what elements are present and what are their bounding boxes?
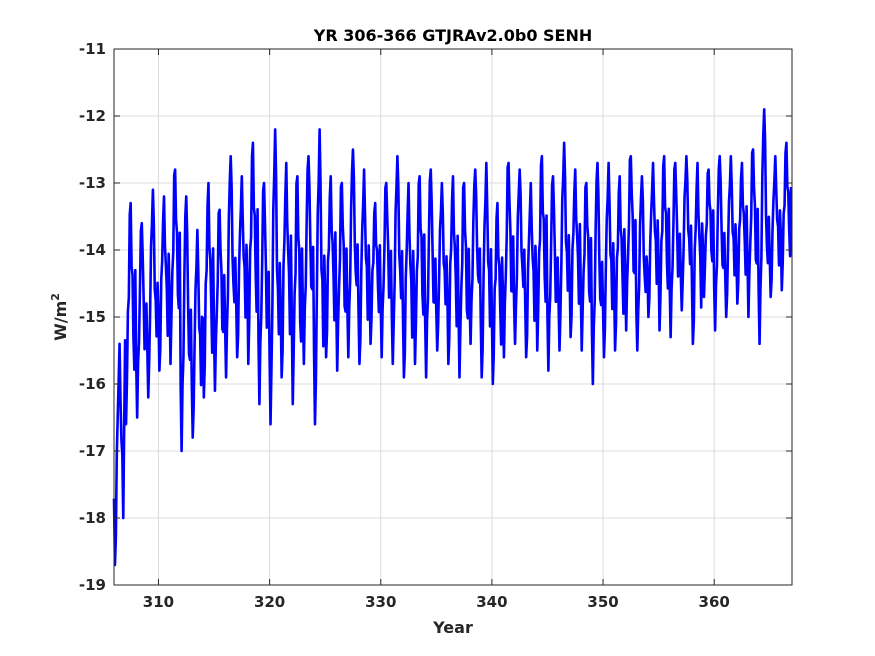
chart-title: YR 306-366 GTJRAv2.0b0 SENH: [313, 26, 593, 45]
x-axis-label: Year: [432, 618, 473, 637]
y-tick-label: -15: [79, 308, 106, 326]
x-tick-label: 360: [699, 593, 730, 611]
y-axis-label-exponent: 2: [49, 293, 62, 301]
series-line: [112, 108, 793, 567]
axis-ticks: 310 320 330 340 350 360 -19 -18 -17 -16 -15 -14 -13 -…: [79, 40, 792, 611]
x-tick-label: 350: [587, 593, 618, 611]
y-tick-label: -17: [79, 442, 106, 460]
y-tick-label: -12: [79, 107, 106, 125]
y-tick-label: -19: [79, 576, 106, 594]
series-layer: [112, 108, 793, 567]
x-tick-label: 310: [143, 593, 174, 611]
x-tick-label: 330: [365, 593, 396, 611]
y-axis-label-base: W/m: [51, 301, 70, 341]
y-tick-label: -13: [79, 174, 106, 192]
y-axis-label: W/m2: [49, 293, 70, 341]
x-tick-label: 320: [254, 593, 285, 611]
y-tick-label: -18: [79, 509, 106, 527]
y-tick-label: -11: [79, 40, 106, 58]
x-tick-label: 340: [476, 593, 507, 611]
y-tick-label: -14: [79, 241, 106, 259]
y-tick-label: -16: [79, 375, 106, 393]
